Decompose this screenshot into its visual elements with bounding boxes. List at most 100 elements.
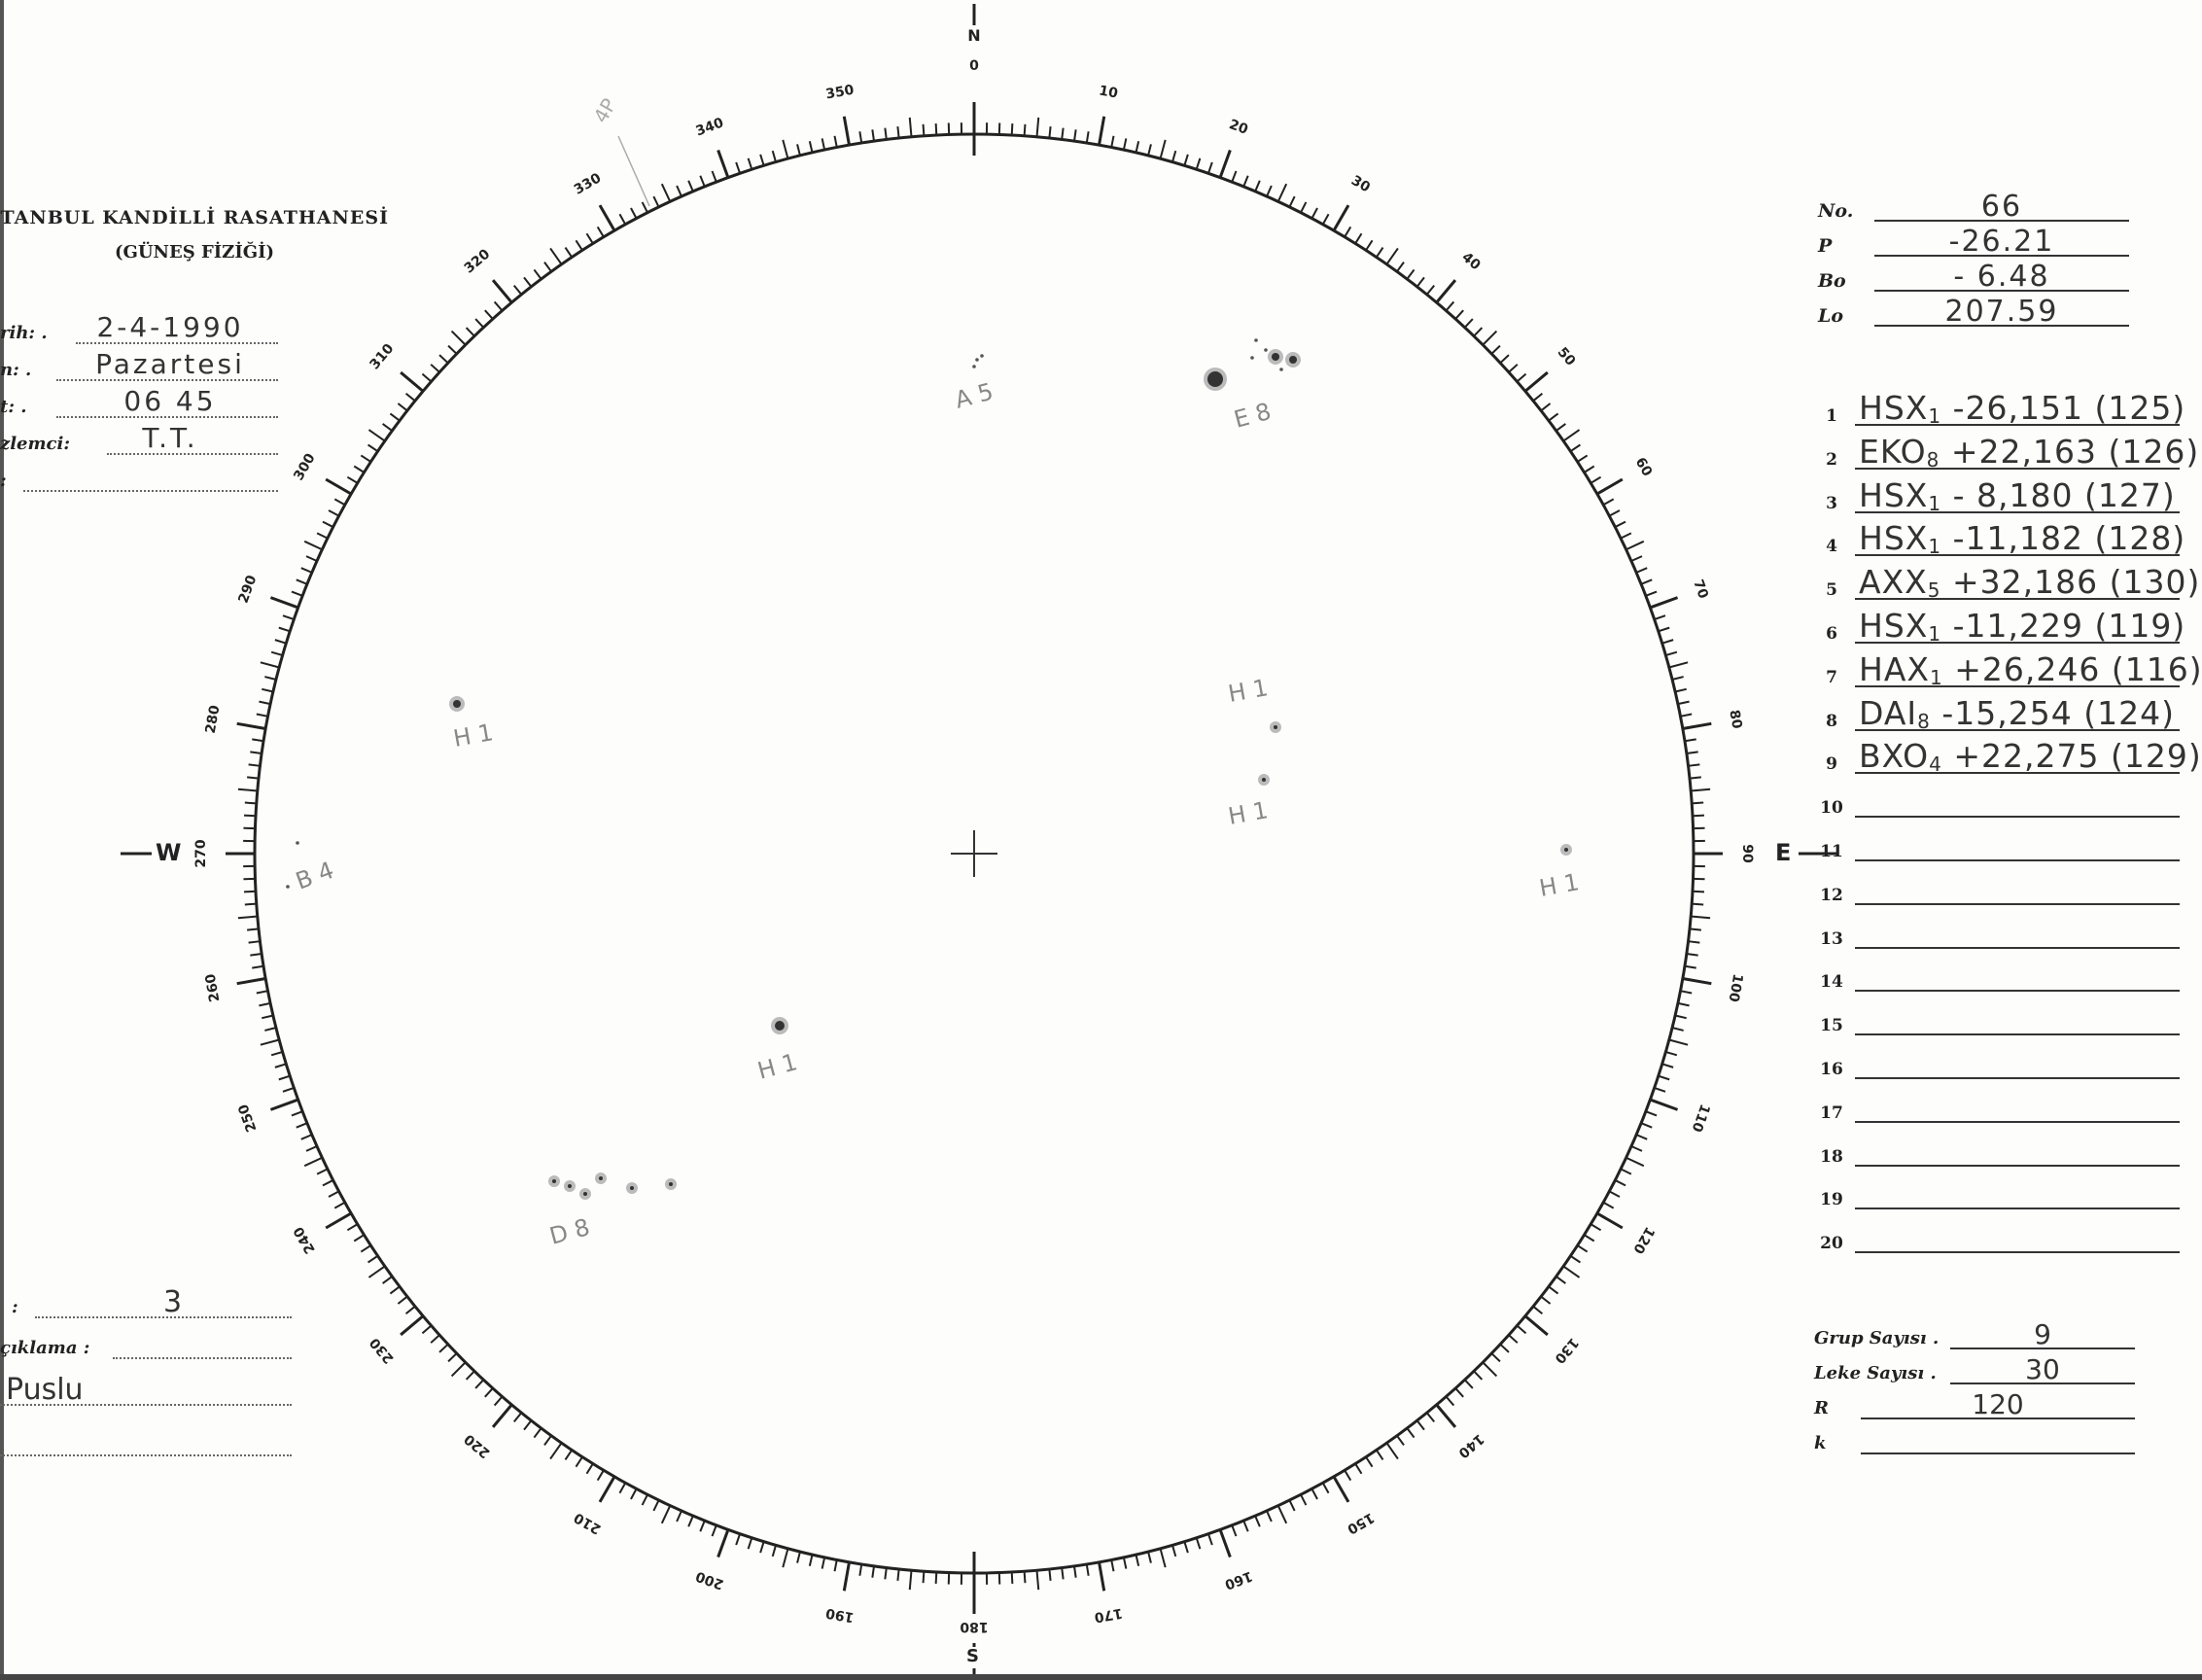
scale-tick bbox=[1454, 309, 1464, 320]
scale-tick bbox=[808, 141, 814, 154]
observatory-title: TANBUL KANDİLLİ RASATHANESİ bbox=[0, 207, 389, 228]
scale-tick bbox=[676, 185, 682, 197]
row-number: 10 bbox=[1820, 798, 1843, 819]
row-number: 19 bbox=[1820, 1190, 1843, 1210]
scale-tick bbox=[533, 268, 542, 280]
scale-tick bbox=[1354, 232, 1363, 244]
scale-tick bbox=[821, 1557, 826, 1569]
field-value: 06 45 bbox=[123, 385, 217, 417]
scale-tick bbox=[796, 1551, 801, 1563]
scale-tick bbox=[1445, 300, 1455, 312]
pencil-line bbox=[617, 135, 650, 207]
scale-tick bbox=[450, 1361, 467, 1378]
scale-tick bbox=[1195, 158, 1202, 170]
scale-label: 110 bbox=[1688, 1102, 1712, 1134]
scale-tick bbox=[717, 149, 730, 179]
scale-label: 320 bbox=[462, 246, 494, 276]
group-spot-count: 1 bbox=[1928, 622, 1942, 646]
scale-tick bbox=[1048, 1568, 1052, 1581]
scale-label: 30 bbox=[1348, 173, 1373, 196]
scale-tick bbox=[1569, 443, 1581, 453]
scale-tick bbox=[1135, 1554, 1140, 1566]
scale-tick bbox=[282, 614, 295, 621]
scale-tick bbox=[1532, 1305, 1544, 1315]
scale-tick bbox=[1577, 1244, 1589, 1253]
sunspot-group-label: H 1 bbox=[754, 1048, 800, 1085]
scale-label: 310 bbox=[367, 340, 397, 372]
scale-tick bbox=[896, 1568, 900, 1581]
scale-tick bbox=[858, 131, 863, 144]
sunspot-umbra bbox=[1207, 371, 1223, 387]
scale-tick bbox=[1425, 284, 1436, 296]
scale-tick bbox=[1122, 138, 1128, 151]
scale-tick bbox=[1654, 614, 1666, 621]
group-number: (125) bbox=[2094, 389, 2186, 427]
observation-field: n: . Pazartesi bbox=[0, 350, 282, 385]
field-label: rih: . bbox=[0, 323, 48, 343]
scale-tick bbox=[1206, 161, 1213, 174]
group-row: 3 HSX1 - 8,180 (127) bbox=[1820, 476, 2180, 517]
underline bbox=[1950, 1348, 2135, 1349]
scale-tick bbox=[618, 1482, 627, 1494]
scale-tick bbox=[884, 1567, 888, 1580]
scale-tick bbox=[389, 412, 401, 422]
scale-tick bbox=[1385, 1442, 1399, 1460]
scale-tick bbox=[747, 1537, 753, 1550]
scale-tick bbox=[1671, 676, 1684, 681]
parameter-value: 66 bbox=[1980, 190, 2023, 224]
scale-tick bbox=[543, 1435, 552, 1446]
notes-row-4 bbox=[0, 1421, 292, 1460]
group-row: 11 bbox=[1820, 824, 2180, 865]
scale-tick bbox=[360, 1244, 371, 1253]
group-row: 18 bbox=[1820, 1130, 2180, 1171]
scale-tick bbox=[367, 1265, 386, 1278]
group-spot-count: 5 bbox=[1927, 578, 1941, 603]
group-row: 2 EKO8 +22,163 (126) bbox=[1820, 433, 2198, 473]
scale-tick bbox=[884, 127, 888, 140]
row-number: 2 bbox=[1826, 449, 1837, 470]
scale-label: 280 bbox=[203, 704, 224, 735]
scale-tick bbox=[1658, 1074, 1670, 1081]
group-row: 9 BXO4 +22,275 (129) bbox=[1820, 737, 2201, 778]
group-class: AXX bbox=[1859, 563, 1928, 602]
pore bbox=[975, 358, 979, 362]
scale-tick bbox=[908, 1570, 913, 1591]
scale-tick bbox=[1602, 498, 1615, 507]
scale-label: 240 bbox=[291, 1224, 319, 1257]
scale-tick bbox=[333, 498, 346, 507]
row-number: 14 bbox=[1820, 972, 1843, 993]
group-position: -11,229 bbox=[1952, 607, 2083, 645]
scale-tick bbox=[1523, 1314, 1549, 1337]
scale-tick bbox=[871, 129, 876, 142]
scale-label: 60 bbox=[1632, 455, 1656, 479]
pore bbox=[1254, 338, 1258, 342]
scale-tick bbox=[1540, 402, 1552, 412]
scale-tick bbox=[1602, 1201, 1615, 1209]
scale-tick bbox=[1665, 1051, 1678, 1057]
scale-tick bbox=[1548, 412, 1559, 422]
scale-tick bbox=[1490, 344, 1501, 355]
scale-tick bbox=[1630, 555, 1643, 562]
scale-tick bbox=[1276, 183, 1288, 202]
scale-tick bbox=[549, 247, 563, 265]
statistic-label: k bbox=[1814, 1433, 1827, 1453]
scale-tick bbox=[676, 1510, 682, 1522]
scale-tick bbox=[397, 402, 408, 412]
dotted-line bbox=[107, 453, 278, 455]
scale-tick bbox=[1365, 1456, 1374, 1468]
scale-tick bbox=[1674, 1014, 1687, 1020]
pore bbox=[1279, 368, 1283, 371]
parameter-value: 207.59 bbox=[1944, 295, 2059, 329]
scale-tick bbox=[782, 139, 789, 159]
statistic-value: 30 bbox=[2025, 1353, 2060, 1385]
scale-tick bbox=[1482, 1361, 1498, 1378]
scale-tick bbox=[1584, 465, 1595, 473]
observation-field: t: . 06 45 bbox=[0, 387, 282, 422]
scale-tick bbox=[687, 1515, 694, 1527]
scale-tick bbox=[1645, 590, 1658, 597]
scale-tick bbox=[260, 661, 280, 669]
scale-tick bbox=[1354, 1463, 1363, 1475]
scale-label: 330 bbox=[572, 170, 605, 198]
scan-edge-bottom bbox=[0, 1674, 2202, 1680]
scale-tick bbox=[1085, 131, 1090, 144]
